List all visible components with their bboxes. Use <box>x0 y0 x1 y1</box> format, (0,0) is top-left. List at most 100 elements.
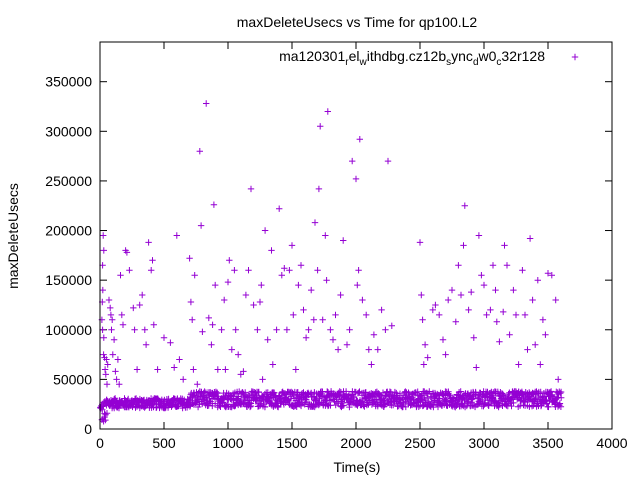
data-point <box>295 281 302 289</box>
data-point <box>355 267 362 274</box>
data-point <box>222 366 229 373</box>
data-point-baseline <box>242 389 249 396</box>
data-point-baseline <box>557 388 565 396</box>
data-point-baseline <box>102 416 109 424</box>
data-point-baseline <box>484 401 492 408</box>
data-point <box>173 232 180 239</box>
data-point <box>235 351 242 358</box>
data-point <box>519 267 526 274</box>
data-point <box>439 336 447 343</box>
data-point <box>214 366 221 373</box>
data-point <box>334 346 342 353</box>
x-tick-label: 0 <box>96 435 104 451</box>
x-tick-label: 3000 <box>468 435 499 451</box>
data-point <box>308 286 315 294</box>
data-point <box>436 311 443 319</box>
data-point <box>123 249 131 256</box>
y-tick-label: 200000 <box>45 223 92 239</box>
data-point <box>315 185 323 193</box>
data-point <box>524 346 531 353</box>
data-point <box>388 322 395 329</box>
y-tick-label: 350000 <box>45 74 92 90</box>
data-point <box>465 306 472 314</box>
data-point <box>370 331 378 338</box>
data-point-baseline <box>212 400 219 407</box>
data-point <box>196 148 203 155</box>
data-point <box>101 366 109 373</box>
legend-subscript: c <box>496 57 501 68</box>
data-point <box>197 222 205 229</box>
data-point <box>176 356 183 363</box>
data-point-baseline <box>500 392 507 399</box>
data-point <box>352 175 360 183</box>
data-point <box>108 326 115 333</box>
data-point <box>103 381 111 388</box>
data-point <box>171 364 178 371</box>
legend-subscript: w <box>359 57 368 68</box>
legend-text-part: ync <box>451 48 473 64</box>
x-tick-label: 1500 <box>276 435 307 451</box>
data-point <box>150 321 157 328</box>
data-point-baseline <box>481 400 488 407</box>
plot-frame <box>99 41 613 430</box>
data-point <box>384 157 392 165</box>
data-point <box>473 364 480 371</box>
data-point <box>203 100 210 107</box>
data-point <box>191 272 198 279</box>
data-point-baseline <box>103 410 111 417</box>
x-tick-label: 3500 <box>532 435 563 451</box>
data-point-baseline <box>311 397 319 404</box>
data-point <box>112 368 119 375</box>
data-point <box>186 255 193 262</box>
y-tick-label: 150000 <box>45 272 92 288</box>
data-point <box>363 311 370 319</box>
data-point <box>259 376 266 383</box>
data-point <box>281 265 288 272</box>
data-point <box>548 272 555 279</box>
data-point-baseline <box>201 388 208 395</box>
data-point <box>542 331 549 338</box>
data-point <box>455 262 462 269</box>
y-tick-label: 100000 <box>45 322 92 338</box>
data-point <box>424 354 431 361</box>
data-point <box>368 361 375 368</box>
data-point <box>322 232 329 239</box>
data-point <box>210 201 218 208</box>
data-point-baseline <box>557 403 565 410</box>
data-point <box>500 308 507 316</box>
data-point <box>102 371 109 378</box>
data-point <box>180 376 187 383</box>
data-point-baseline <box>255 389 262 396</box>
data-point <box>537 361 544 368</box>
data-point <box>107 304 114 312</box>
x-axis-label: Time(s) <box>334 459 381 475</box>
data-point <box>544 270 552 277</box>
data-point <box>231 267 238 274</box>
data-point <box>305 326 312 333</box>
data-point <box>139 291 146 299</box>
data-point <box>300 306 307 314</box>
data-point <box>133 366 141 373</box>
data-points <box>97 100 565 425</box>
data-point-baseline <box>455 398 462 406</box>
data-point-baseline <box>485 402 492 409</box>
data-point <box>302 334 310 341</box>
data-point-baseline <box>510 399 517 407</box>
data-point <box>521 311 529 319</box>
data-point <box>343 341 351 348</box>
data-point <box>286 267 293 274</box>
data-point <box>189 316 196 323</box>
data-point <box>419 316 426 323</box>
data-point <box>416 239 424 246</box>
data-point-baseline <box>472 388 479 396</box>
data-point-baseline <box>214 389 221 397</box>
data-point-baseline <box>340 402 347 409</box>
data-point <box>539 316 547 323</box>
data-point <box>208 341 215 348</box>
data-point <box>492 286 499 294</box>
data-point <box>323 277 330 284</box>
data-point <box>534 277 541 284</box>
data-point-baseline <box>495 401 503 409</box>
data-point <box>432 301 439 309</box>
data-point <box>332 311 339 319</box>
